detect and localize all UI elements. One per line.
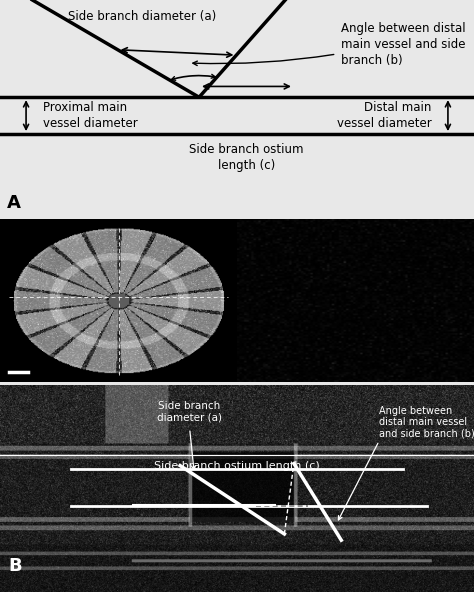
Text: Angle between distal
main vessel and side
branch (b): Angle between distal main vessel and sid… [341,21,466,67]
Text: Proximal main
vessel diameter: Proximal main vessel diameter [43,101,137,130]
Text: Angle between
distal main vessel
and side branch (b): Angle between distal main vessel and sid… [379,406,474,439]
Text: Side branch diameter (a): Side branch diameter (a) [68,9,216,22]
Text: Side branch ostium length (c): Side branch ostium length (c) [154,462,320,471]
Text: Distal main
vessel diameter: Distal main vessel diameter [337,101,431,130]
Text: B: B [9,558,22,575]
Text: Side branch
diameter (a): Side branch diameter (a) [157,401,222,423]
Text: A: A [7,194,21,212]
Text: Side branch ostium
length (c): Side branch ostium length (c) [189,143,304,172]
